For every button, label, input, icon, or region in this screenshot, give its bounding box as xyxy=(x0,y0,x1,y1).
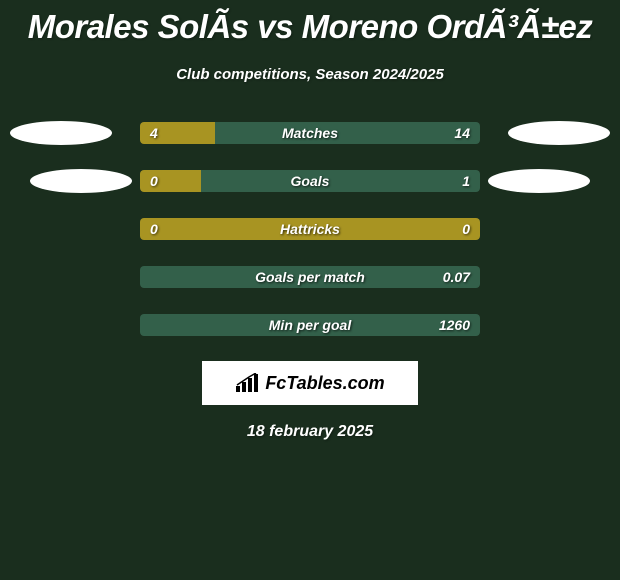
stat-row: 01Goals xyxy=(0,169,620,193)
stat-bar-right xyxy=(140,266,480,288)
stat-value-right: 0.07 xyxy=(443,266,470,288)
logo-box: FcTables.com xyxy=(202,361,418,405)
bar-chart-icon xyxy=(235,373,259,393)
stat-row: 1260Min per goal xyxy=(0,313,620,337)
player-left-ellipse xyxy=(10,121,112,145)
stat-value-left: 0 xyxy=(150,218,158,240)
stat-rows-container: 414Matches01Goals00Hattricks0.07Goals pe… xyxy=(0,121,620,337)
player-left-ellipse xyxy=(30,169,132,193)
stat-bar-right xyxy=(201,170,480,192)
player-right-ellipse xyxy=(508,121,610,145)
logo-text: FcTables.com xyxy=(265,373,384,394)
player-right-ellipse xyxy=(488,169,590,193)
stat-row: 00Hattricks xyxy=(0,217,620,241)
stat-row: 0.07Goals per match xyxy=(0,265,620,289)
date-label: 18 february 2025 xyxy=(0,423,620,441)
stat-bar: 1260Min per goal xyxy=(140,314,480,336)
stat-bar: 0.07Goals per match xyxy=(140,266,480,288)
stat-value-right: 1 xyxy=(462,170,470,192)
stat-value-right: 1260 xyxy=(439,314,470,336)
stat-value-left: 4 xyxy=(150,122,158,144)
stat-row: 414Matches xyxy=(0,121,620,145)
stat-bar-right xyxy=(215,122,480,144)
stat-bar-right xyxy=(140,314,480,336)
stat-bar: 00Hattricks xyxy=(140,218,480,240)
stat-value-right: 14 xyxy=(454,122,470,144)
comparison-subtitle: Club competitions, Season 2024/2025 xyxy=(0,66,620,83)
stat-bar: 414Matches xyxy=(140,122,480,144)
stat-value-right: 0 xyxy=(462,218,470,240)
comparison-title: Morales SolÃ­s vs Moreno OrdÃ³Ã±ez xyxy=(0,0,620,46)
stat-value-left: 0 xyxy=(150,170,158,192)
stat-bar: 01Goals xyxy=(140,170,480,192)
stat-bar-left xyxy=(140,218,480,240)
